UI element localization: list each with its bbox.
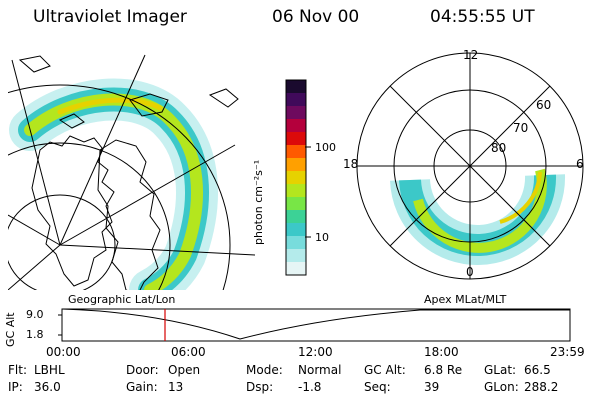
colorbar-segment	[286, 119, 306, 133]
status-value: 36.0	[34, 380, 61, 394]
status-value: 13	[168, 380, 184, 394]
colorbar-segment	[286, 197, 306, 211]
status-value: 6.8 Re	[424, 363, 463, 377]
status-key: Door:	[126, 363, 159, 377]
colorbar-segment	[286, 171, 306, 185]
status-key: Gain:	[126, 380, 158, 394]
status-key: GC Alt:	[364, 363, 406, 377]
time-tick-1800: 18:00	[424, 345, 459, 359]
colorbar-tick-10: 10	[315, 231, 329, 244]
mlt-label-18: 18	[343, 157, 359, 171]
status-key: Mode:	[246, 363, 283, 377]
colorbar-segment	[286, 262, 306, 276]
colorbar-segment	[286, 106, 306, 120]
date-label: 06 Nov 00	[272, 7, 360, 27]
apex-label: Apex MLat/MLT	[424, 293, 507, 306]
status-key: Seq:	[364, 380, 391, 394]
colorbar-segment	[286, 93, 306, 107]
altitude-plot	[58, 308, 571, 342]
time-tick-2359: 23:59	[550, 345, 585, 359]
colorbar-segment	[286, 158, 306, 172]
lat-label-80: 80	[491, 141, 507, 155]
status-value: -1.8	[298, 380, 322, 394]
colorbar-border	[285, 79, 307, 276]
altitude-ylabel: GC Alt	[4, 312, 17, 347]
altitude-ytick-1.8: 1.8	[26, 328, 44, 341]
status-key: GLon:	[484, 380, 519, 394]
status-value: 39	[424, 380, 440, 394]
colorbar-segment	[286, 223, 306, 237]
status-key: Flt:	[8, 363, 27, 377]
status-value: LBHL	[34, 363, 65, 377]
mlt-label-0: 0	[466, 265, 474, 279]
colorbar	[285, 79, 307, 276]
time-tick-0000: 00:00	[46, 345, 81, 359]
colorbar-unit-label: photon cm⁻²s⁻¹	[252, 159, 265, 245]
status-key: Dsp:	[246, 380, 274, 394]
colorbar-segment	[286, 145, 306, 159]
mlt-label-6: 6	[576, 157, 584, 171]
geographic-map	[8, 54, 256, 290]
altitude-ytick-9: 9.0	[26, 308, 44, 321]
status-value: 288.2	[524, 380, 559, 394]
status-value: Normal	[298, 363, 342, 377]
status-value: Open	[168, 363, 201, 377]
status-value: 66.5	[524, 363, 551, 377]
colorbar-segment	[286, 236, 306, 250]
lat-label-60: 60	[536, 98, 552, 112]
colorbar-segment	[286, 249, 306, 263]
instrument-title: Ultraviolet Imager	[33, 7, 187, 27]
time-label: 04:55:55 UT	[430, 7, 535, 27]
status-key: GLat:	[484, 363, 517, 377]
mlt-label-12: 12	[463, 48, 479, 62]
status-key: IP:	[8, 380, 23, 394]
polar-plot	[356, 52, 584, 280]
time-tick-1200: 12:00	[298, 345, 333, 359]
lat-label-70: 70	[513, 121, 529, 135]
colorbar-segment	[286, 80, 306, 94]
colorbar-segment	[286, 132, 306, 146]
colorbar-segment	[286, 184, 306, 198]
geographic-label: Geographic Lat/Lon	[68, 293, 176, 306]
colorbar-segment	[286, 210, 306, 224]
colorbar-tick-100: 100	[315, 141, 336, 154]
time-tick-0600: 06:00	[171, 345, 206, 359]
